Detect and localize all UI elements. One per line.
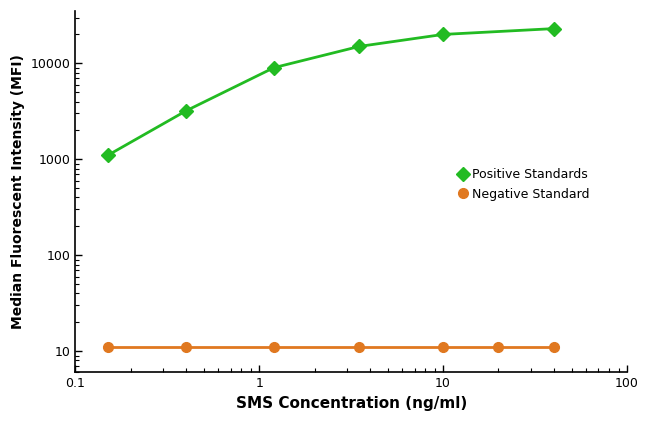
Positive Standards bbox=[550, 26, 558, 31]
X-axis label: SMS Concentration (ng/ml): SMS Concentration (ng/ml) bbox=[235, 396, 467, 411]
Positive Standards bbox=[104, 153, 112, 158]
Negative Standard bbox=[495, 345, 502, 350]
Negative Standard bbox=[182, 345, 190, 350]
Positive Standards bbox=[182, 108, 190, 114]
Negative Standard bbox=[439, 345, 447, 350]
Line: Positive Standards: Positive Standards bbox=[103, 24, 558, 160]
Negative Standard bbox=[356, 345, 363, 350]
Positive Standards bbox=[356, 44, 363, 49]
Negative Standard bbox=[104, 345, 112, 350]
Y-axis label: Median Fluorescent Intensity (MFI): Median Fluorescent Intensity (MFI) bbox=[11, 54, 25, 329]
Negative Standard bbox=[270, 345, 278, 350]
Positive Standards bbox=[270, 65, 278, 70]
Line: Negative Standard: Negative Standard bbox=[103, 342, 558, 352]
Positive Standards bbox=[439, 32, 447, 37]
Legend: Positive Standards, Negative Standard: Positive Standards, Negative Standard bbox=[456, 165, 593, 204]
Negative Standard bbox=[550, 345, 558, 350]
